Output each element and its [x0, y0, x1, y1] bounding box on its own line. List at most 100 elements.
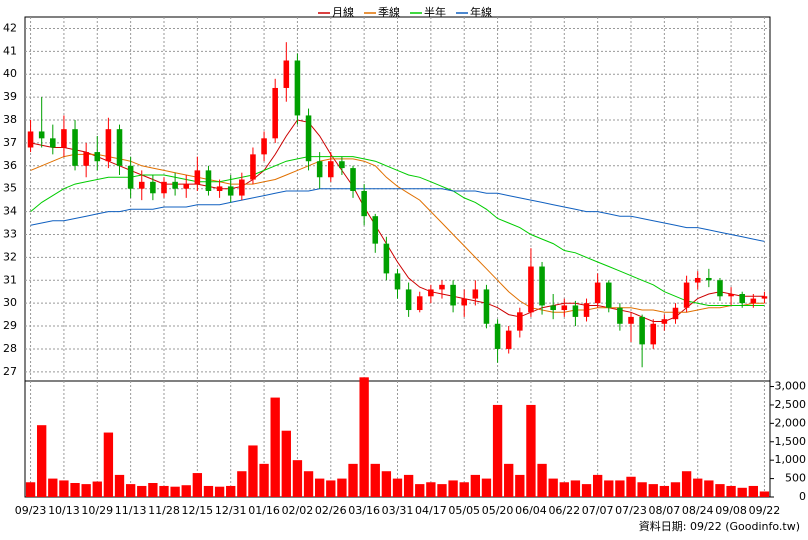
volume-bar — [570, 480, 581, 497]
volume-bar — [25, 482, 36, 497]
volume-bar — [648, 484, 658, 497]
y-tick-label: 38 — [3, 113, 17, 126]
candle-body — [405, 289, 412, 311]
volume-bar — [281, 430, 291, 497]
volume-bar — [181, 485, 191, 497]
volume-bar — [626, 476, 636, 497]
volume-bar — [159, 485, 169, 497]
candle-body — [50, 138, 56, 148]
volume-bar — [337, 478, 347, 497]
candle-body — [439, 284, 445, 290]
candle-body — [72, 129, 78, 166]
legend: 月線 季線 半年 年線 — [318, 5, 492, 19]
volume-bar — [681, 471, 692, 497]
candle-body — [205, 170, 212, 191]
volume-bar — [704, 480, 714, 497]
volume-bar — [592, 474, 603, 497]
candle-body — [739, 294, 745, 304]
candle-body — [717, 280, 723, 297]
candle-body — [38, 131, 45, 139]
y2-tick-label: 1,500 — [775, 435, 807, 448]
volume-bar — [292, 460, 303, 497]
candle-body — [605, 282, 612, 308]
candle-body — [750, 298, 757, 304]
x-tick-label: 07/23 — [615, 504, 647, 517]
candle-body — [194, 170, 201, 185]
volume-bar — [125, 484, 136, 497]
candle-body — [528, 266, 534, 313]
candle-body — [283, 60, 290, 88]
volume-bar — [37, 425, 47, 497]
x-tick-label: 09/22 — [749, 504, 781, 517]
candle-body — [428, 289, 434, 297]
x-tick-label: 09/08 — [715, 504, 747, 517]
candle-body — [517, 312, 523, 331]
x-tick-label: 08/07 — [649, 504, 681, 517]
y-tick-label: 29 — [3, 319, 17, 332]
y-tick-label: 28 — [3, 342, 17, 355]
volume-bar — [759, 491, 770, 497]
volume-bar — [148, 483, 158, 497]
candle-body — [372, 216, 379, 244]
volume-bar — [48, 478, 58, 497]
candle-body — [683, 282, 690, 308]
y2-tick-label: 1,000 — [775, 453, 807, 466]
candle-body — [172, 181, 178, 189]
volume-bar — [581, 484, 592, 497]
volume-bar — [270, 397, 280, 497]
candle-body — [561, 305, 568, 311]
volume-bar — [59, 480, 69, 497]
y-tick-label: 33 — [3, 227, 17, 240]
x-tick-label: 06/22 — [548, 504, 580, 517]
volume-bar — [392, 478, 403, 497]
volume-bar — [515, 474, 525, 497]
candle-body — [294, 60, 301, 116]
volume-bar — [548, 478, 558, 497]
candle-body — [227, 186, 234, 196]
volume-bar — [314, 478, 325, 497]
x-tick-label: 09/23 — [15, 504, 47, 517]
candle-body — [694, 277, 701, 283]
candle-body — [761, 296, 768, 299]
candle-body — [161, 181, 167, 194]
volume-bar — [526, 404, 536, 497]
y2-tick-label: 500 — [785, 472, 806, 485]
candle-body — [328, 161, 334, 178]
candle-body — [272, 87, 278, 139]
volume-bar — [604, 480, 614, 497]
volume-bar — [226, 485, 236, 497]
y2-tick-label: 2,000 — [775, 416, 807, 429]
volume-bar — [81, 484, 91, 497]
y-tick-label: 31 — [3, 273, 17, 286]
volume-bar — [192, 473, 203, 497]
candle-body — [594, 282, 601, 304]
volume-bar — [670, 482, 681, 497]
x-tick-label: 12/15 — [181, 504, 213, 517]
candle-body — [394, 273, 401, 290]
candle-body — [494, 323, 501, 349]
moving-average-line — [30, 188, 765, 242]
x-tick-label: 06/04 — [515, 504, 547, 517]
candle-body — [183, 184, 190, 189]
x-tick-label: 03/31 — [382, 504, 414, 517]
volume-bar — [470, 474, 481, 497]
volume-bar — [403, 474, 414, 497]
volume-bar — [504, 463, 514, 497]
volume-bar — [659, 485, 670, 497]
x-tick-label: 11/28 — [148, 504, 180, 517]
volume-bar — [448, 480, 458, 497]
volume-bar — [103, 432, 114, 497]
legend-label: 季線 — [378, 5, 400, 19]
x-tick-label: 10/13 — [48, 504, 80, 517]
candle-body — [216, 186, 223, 191]
candle-body — [350, 168, 356, 191]
x-tick-label: 08/24 — [682, 504, 714, 517]
candle-body — [27, 131, 34, 148]
y-tick-label: 30 — [3, 296, 17, 309]
y-tick-label: 34 — [3, 205, 17, 218]
volume-bar — [370, 463, 380, 497]
x-tick-label: 11/13 — [115, 504, 147, 517]
volume-bar — [737, 487, 747, 497]
candle-body — [639, 316, 645, 345]
